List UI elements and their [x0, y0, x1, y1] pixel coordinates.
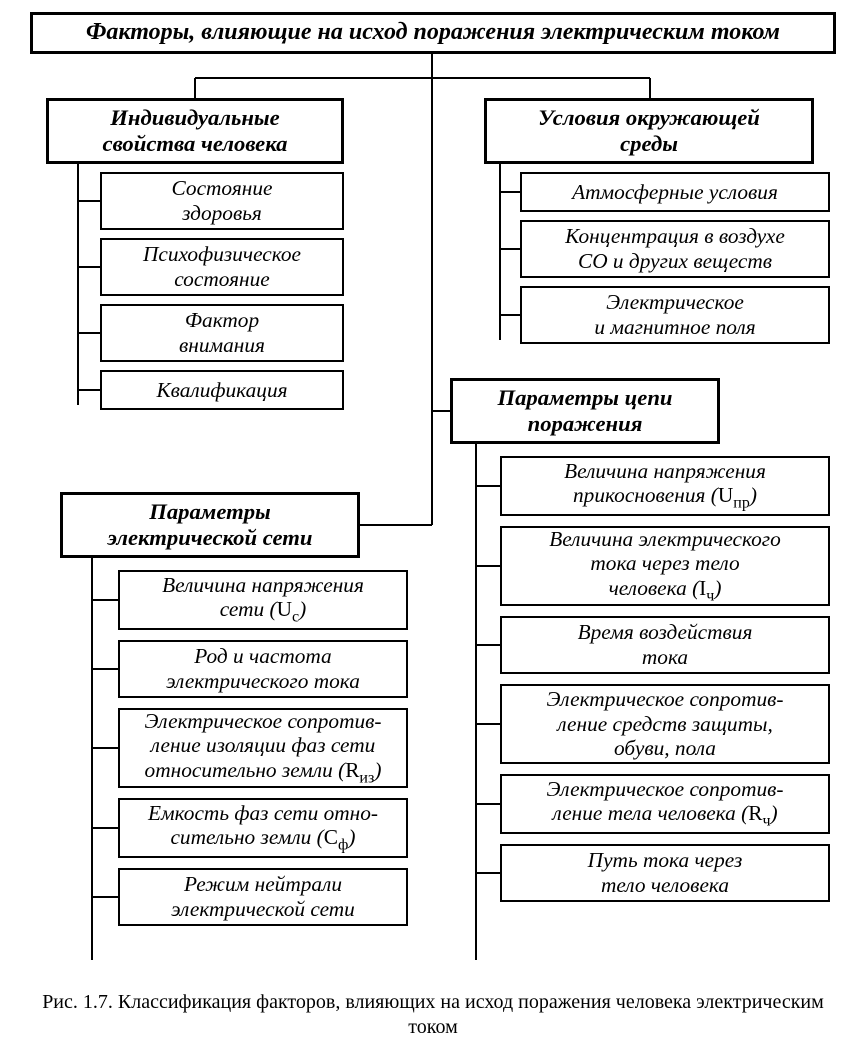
- category-circuit: Параметры цепипоражения: [450, 378, 720, 444]
- item-circuit-2: Время воздействиятока: [500, 616, 830, 674]
- figure-caption: Рис. 1.7. Классификация факторов, влияющ…: [0, 990, 866, 1040]
- category-net: Параметрыэлектрической сети: [60, 492, 360, 558]
- diagram-canvas: Факторы, влияющие на исход поражения эле…: [0, 0, 866, 1063]
- item-net-1: Род и частотаэлектрического тока: [118, 640, 408, 698]
- item-env-1: Концентрация в воздухеСО и других вещест…: [520, 220, 830, 278]
- item-circuit-0: Величина напряженияприкосновения (Uпр): [500, 456, 830, 516]
- item-env-0: Атмосферные условия: [520, 172, 830, 212]
- item-circuit-1: Величина электрическоготока через телоче…: [500, 526, 830, 606]
- item-individual-3: Квалификация: [100, 370, 344, 410]
- item-individual-1: Психофизическоесостояние: [100, 238, 344, 296]
- item-net-2: Электрическое сопротив-ление изоляции фа…: [118, 708, 408, 788]
- item-env-2: Электрическоеи магнитное поля: [520, 286, 830, 344]
- item-net-0: Величина напряжениясети (Uс): [118, 570, 408, 630]
- item-circuit-5: Путь тока черезтело человека: [500, 844, 830, 902]
- category-env: Условия окружающейсреды: [484, 98, 814, 164]
- root-box: Факторы, влияющие на исход поражения эле…: [30, 12, 836, 54]
- item-circuit-3: Электрическое сопротив-ление средств защ…: [500, 684, 830, 764]
- item-individual-0: Состояниездоровья: [100, 172, 344, 230]
- item-net-4: Режим нейтралиэлектрической сети: [118, 868, 408, 926]
- item-individual-2: Факторвнимания: [100, 304, 344, 362]
- item-net-3: Емкость фаз сети отно-сительно земли (Cф…: [118, 798, 408, 858]
- category-individual: Индивидуальныесвойства человека: [46, 98, 344, 164]
- item-circuit-4: Электрическое сопротив-ление тела челове…: [500, 774, 830, 834]
